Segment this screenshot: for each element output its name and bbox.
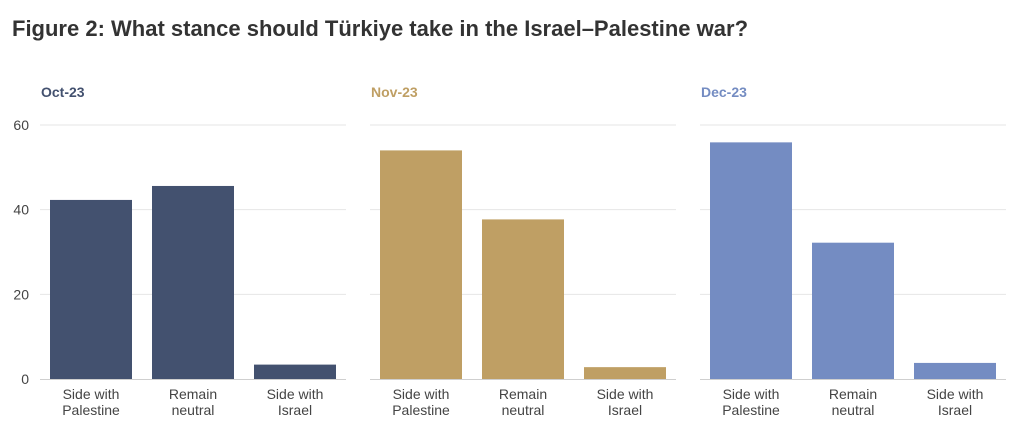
bar (914, 362, 996, 379)
bar (152, 185, 234, 379)
bar (50, 199, 132, 379)
category-label: Palestine (62, 402, 120, 418)
bar (710, 142, 792, 379)
bar (254, 364, 336, 379)
figure-title: Figure 2: What stance should Türkiye tak… (12, 16, 749, 41)
category-label: Side with (267, 386, 324, 402)
category-label: Remain (499, 386, 547, 402)
category-label: neutral (172, 402, 215, 418)
y-tick-label: 60 (13, 117, 29, 133)
category-label: neutral (502, 402, 545, 418)
category-label: Side with (393, 386, 450, 402)
category-label: Palestine (722, 402, 780, 418)
category-label: Remain (829, 386, 877, 402)
bar (584, 367, 666, 379)
y-tick-label: 20 (13, 286, 29, 302)
category-label: neutral (832, 402, 875, 418)
category-label: Remain (169, 386, 217, 402)
category-label: Palestine (392, 402, 450, 418)
bar (380, 150, 462, 379)
category-label: Israel (938, 402, 972, 418)
category-label: Side with (597, 386, 654, 402)
category-label: Israel (278, 402, 312, 418)
y-tick-label: 0 (21, 371, 29, 387)
panel-title: Dec-23 (701, 84, 747, 100)
bar (812, 242, 894, 379)
panel-title: Nov-23 (371, 84, 418, 100)
bar (482, 219, 564, 379)
panel-title: Oct-23 (41, 84, 85, 100)
y-tick-label: 40 (13, 202, 29, 218)
category-label: Israel (608, 402, 642, 418)
category-label: Side with (63, 386, 120, 402)
category-label: Side with (927, 386, 984, 402)
category-label: Side with (723, 386, 780, 402)
